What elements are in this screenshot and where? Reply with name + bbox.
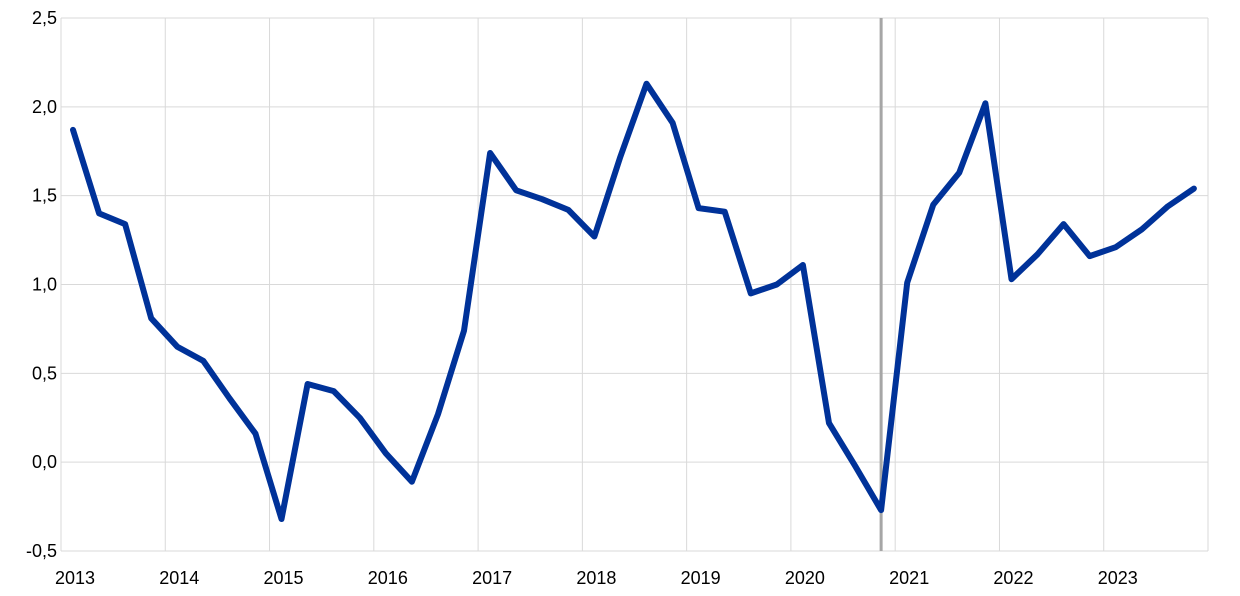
x-tick-label: 2015: [264, 568, 304, 588]
x-tick-label: 2022: [993, 568, 1033, 588]
x-tick-label: 2023: [1098, 568, 1138, 588]
y-axis-ticks: -0,5 0,0 0,5 1,0 1,5 2,0 2,5: [26, 8, 57, 561]
y-tick-label: 2,0: [32, 97, 57, 117]
x-tick-label: 2021: [889, 568, 929, 588]
x-tick-label: 2013: [55, 568, 95, 588]
y-tick-label: 0,0: [32, 452, 57, 472]
y-tick-label: 1,5: [32, 186, 57, 206]
series-group: [70, 80, 1197, 522]
x-tick-label: 2016: [368, 568, 408, 588]
x-tick-label: 2014: [159, 568, 199, 588]
y-tick-label: 2,5: [32, 8, 57, 28]
y-tick-label: 0,5: [32, 363, 57, 383]
x-tick-label: 2019: [681, 568, 721, 588]
series-line: [70, 80, 1197, 522]
grid: [60, 17, 1209, 552]
x-tick-label: 2020: [785, 568, 825, 588]
x-axis-ticks: 2013 2014 2015 2016 2017 2018 2019 2020 2021 2022…: [55, 568, 1138, 588]
y-tick-label: -0,5: [26, 541, 57, 561]
x-tick-label: 2018: [576, 568, 616, 588]
x-tick-label: 2017: [472, 568, 512, 588]
y-tick-label: 1,0: [32, 275, 57, 295]
